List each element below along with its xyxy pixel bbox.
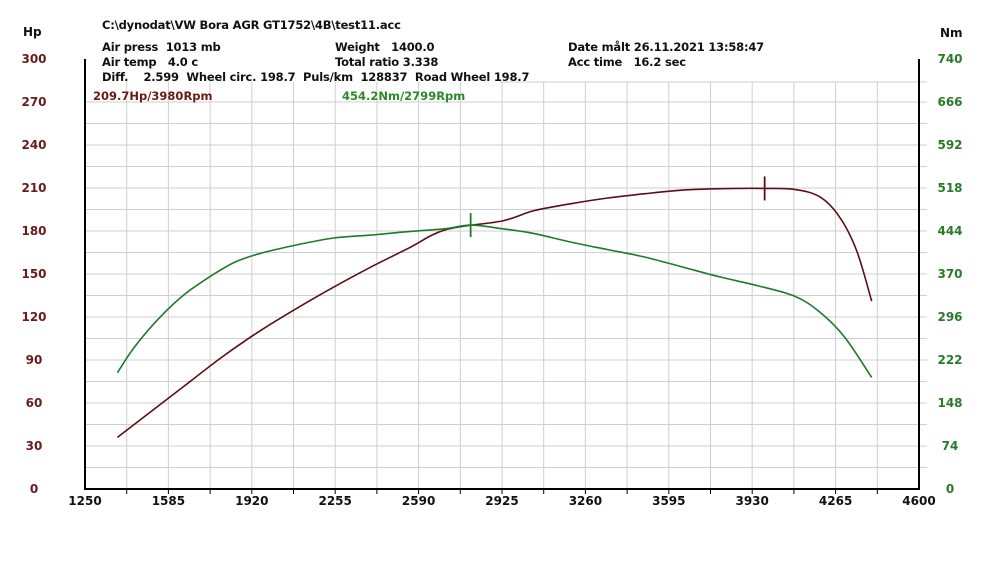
x-tick-label: 1250: [68, 494, 102, 508]
diff-line: Diff. 2.599 Wheel circ. 198.7 Puls/km 12…: [102, 70, 530, 84]
left-y-tick-label: 150: [21, 267, 47, 281]
right-y-tick-label: 518: [937, 181, 963, 195]
left-y-tick-label: 240: [21, 138, 47, 152]
left-y-tick-label: 60: [25, 396, 43, 410]
x-tick-label: 2255: [318, 494, 352, 508]
left-y-tick-label: 30: [25, 439, 43, 453]
left-y-tick-label: 300: [21, 52, 47, 66]
right-y-tick-label: 370: [937, 267, 963, 281]
x-tick-label: 1585: [151, 494, 186, 508]
peak-torque-label: 454.2Nm/2799Rpm: [342, 89, 466, 103]
torque-curve: [116, 224, 873, 378]
x-tick-label: 3260: [568, 494, 603, 508]
left-y-tick-label: 270: [21, 95, 47, 109]
x-tick-label: 3930: [735, 494, 769, 508]
right-y-tick-label: 74: [941, 439, 959, 453]
weight: Weight 1400.0: [335, 40, 435, 54]
left-y-tick-label: 210: [21, 181, 47, 195]
air-temp: Air temp 4.0 c: [102, 55, 199, 69]
right-y-tick-label: 592: [937, 138, 963, 152]
axes: [84, 59, 920, 494]
grid-lines: [85, 81, 927, 489]
x-tick-label: 4265: [818, 494, 853, 508]
left-axis-title: Hp: [23, 25, 42, 39]
file-path: C:\dynodat\VW Bora AGR GT1752\4B\test11.…: [102, 18, 401, 32]
x-tick-label: 4600: [902, 494, 936, 508]
right-y-tick-label: 666: [937, 95, 963, 109]
x-tick-label: 2925: [485, 494, 519, 508]
curves: [116, 176, 873, 439]
right-y-tick-label: 0: [945, 482, 955, 496]
right-y-tick-label: 444: [937, 224, 963, 238]
x-tick-label: 2590: [401, 494, 436, 508]
right-y-tick-label: 222: [937, 353, 963, 367]
right-y-tick-label: 148: [937, 396, 963, 410]
peak-power-label: 209.7Hp/3980Rpm: [93, 89, 213, 103]
left-y-tick-label: 90: [25, 353, 43, 367]
acc-time: Acc time 16.2 sec: [568, 55, 686, 69]
right-axis-title: Nm: [940, 26, 963, 40]
total-ratio: Total ratio 3.338: [335, 55, 439, 69]
right-y-tick-label: 740: [937, 52, 963, 66]
left-y-tick-label: 0: [29, 482, 39, 496]
right-y-tick-label: 296: [937, 310, 963, 324]
power-curve: [116, 187, 873, 439]
x-tick-label: 3595: [652, 494, 686, 508]
date-measured: Date målt 26.11.2021 13:58:47: [568, 40, 764, 54]
left-y-tick-label: 120: [21, 310, 47, 324]
x-tick-label: 1920: [235, 494, 269, 508]
air-press: Air press 1013 mb: [102, 40, 221, 54]
left-y-tick-label: 180: [21, 224, 47, 238]
